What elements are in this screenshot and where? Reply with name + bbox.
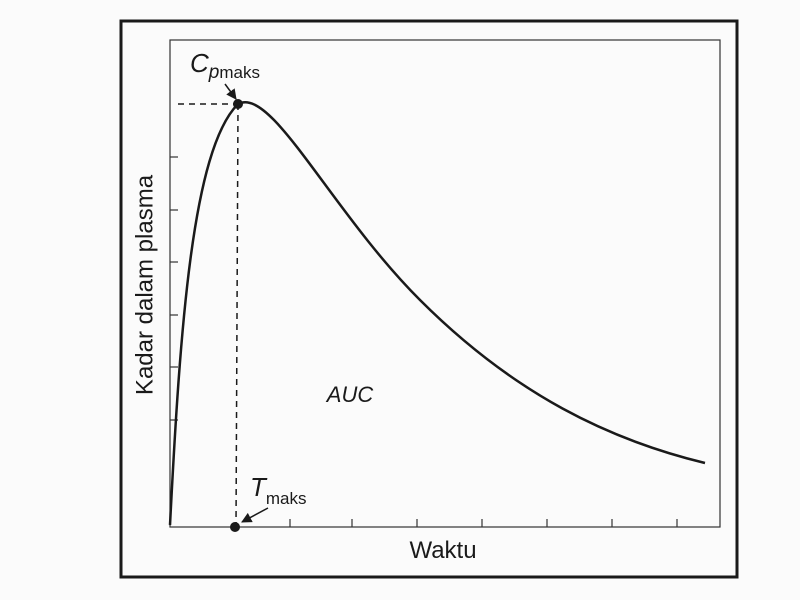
tmax-symbol: T	[250, 472, 268, 502]
peak-arrow	[224, 83, 237, 100]
peak-vertical-guide	[235, 103, 239, 528]
tmax-subscript: maks	[266, 489, 307, 508]
plot-frame	[169, 39, 721, 528]
cpmax-subscript: maks	[219, 63, 260, 82]
x-axis-label: Waktu	[409, 537, 476, 564]
peak-time-point	[230, 522, 240, 532]
axis-ticks	[170, 156, 678, 527]
cpmax-symbol: C	[190, 48, 209, 78]
peak-point	[233, 99, 243, 109]
tmax-label: Tmaks	[250, 472, 307, 508]
outer-frame	[119, 19, 739, 579]
peak-time-arrow	[241, 507, 269, 523]
auc-label: AUC	[325, 382, 374, 407]
y-axis-label: Kadar dalam plasma	[131, 174, 158, 395]
cpmax-label: Cpmaks	[190, 48, 260, 83]
concentration-curve	[168, 101, 706, 526]
cpmax-subscript-symbol: p	[208, 62, 220, 83]
